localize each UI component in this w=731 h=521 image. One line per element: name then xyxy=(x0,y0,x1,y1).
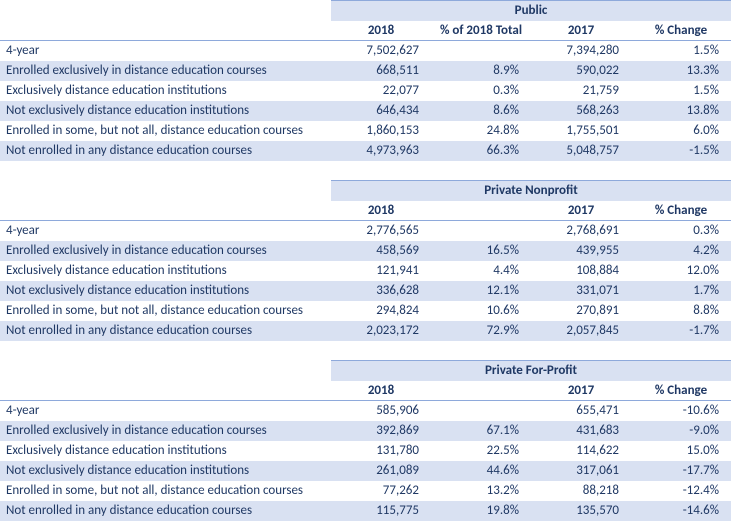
row-label: Exclusively distance education instituti… xyxy=(0,441,331,461)
table-row: Enrolled exclusively in distance educati… xyxy=(0,421,731,441)
row-label: Enrolled in some, but not all, distance … xyxy=(0,481,331,501)
col-2017: 2017 xyxy=(531,381,631,401)
row-label: Not exclusively distance education insti… xyxy=(0,281,331,301)
col-pctchg: % Change xyxy=(631,381,731,401)
table-row: Exclusively distance education instituti… xyxy=(0,261,731,281)
table-row: Not enrolled in any distance education c… xyxy=(0,321,731,341)
row-label: Not enrolled in any distance education c… xyxy=(0,501,331,521)
row-label: Exclusively distance education instituti… xyxy=(0,261,331,281)
table-row: Enrolled exclusively in distance educati… xyxy=(0,61,731,81)
enrollment-table: Public 2018 % of 2018 Total 2017 % Chang… xyxy=(0,0,731,521)
row-label: Enrolled exclusively in distance educati… xyxy=(0,241,331,261)
row-label: Exclusively distance education instituti… xyxy=(0,81,331,101)
row-label: 4-year xyxy=(0,221,331,241)
col-pctchg: % Change xyxy=(631,201,731,221)
col-2018: 2018 xyxy=(331,21,431,41)
section-header-public: Public xyxy=(0,1,731,21)
table-row: Enrolled in some, but not all, distance … xyxy=(0,121,731,141)
row-label: Not exclusively distance education insti… xyxy=(0,461,331,481)
table-row: Not exclusively distance education insti… xyxy=(0,461,731,481)
table-row: Enrolled in some, but not all, distance … xyxy=(0,301,731,321)
table-row: 4-year 2,776,565 2,768,691 0.3% xyxy=(0,221,731,241)
section-header-privfp: Private For-Profit xyxy=(0,361,731,381)
col-pctchg: % Change xyxy=(631,21,731,41)
section-title-public: Public xyxy=(331,1,731,21)
table-row: Enrolled exclusively in distance educati… xyxy=(0,241,731,261)
table-row: Not enrolled in any distance education c… xyxy=(0,141,731,161)
row-label: 4-year xyxy=(0,41,331,61)
table-row: Not enrolled in any distance education c… xyxy=(0,501,731,521)
table-row: Not exclusively distance education insti… xyxy=(0,281,731,301)
col-2018: 2018 xyxy=(331,381,431,401)
section-header-privnp: Private Nonprofit xyxy=(0,181,731,201)
row-label: Not enrolled in any distance education c… xyxy=(0,321,331,341)
table-row: Not exclusively distance education insti… xyxy=(0,101,731,121)
row-label: 4-year xyxy=(0,401,331,421)
row-label: Enrolled exclusively in distance educati… xyxy=(0,421,331,441)
row-label: Enrolled in some, but not all, distance … xyxy=(0,301,331,321)
col-pct2018 xyxy=(431,381,531,401)
spacer-row xyxy=(0,161,731,181)
section-title-privnp: Private Nonprofit xyxy=(331,181,731,201)
table-row: Exclusively distance education instituti… xyxy=(0,81,731,101)
row-label: Not enrolled in any distance education c… xyxy=(0,141,331,161)
col-2017: 2017 xyxy=(531,21,631,41)
row-label: Not exclusively distance education insti… xyxy=(0,101,331,121)
col-pct2018: % of 2018 Total xyxy=(431,21,531,41)
table-row: 4-year 7,502,627 7,394,280 1.5% xyxy=(0,41,731,61)
table-row: Enrolled in some, but not all, distance … xyxy=(0,481,731,501)
table-row: Exclusively distance education instituti… xyxy=(0,441,731,461)
row-label: Enrolled in some, but not all, distance … xyxy=(0,121,331,141)
column-headers-privnp: 2018 2017 % Change xyxy=(0,201,731,221)
col-pct2018 xyxy=(431,201,531,221)
column-headers-privfp: 2018 2017 % Change xyxy=(0,381,731,401)
table-row: 4-year 585,906 655,471 -10.6% xyxy=(0,401,731,421)
col-2017: 2017 xyxy=(531,201,631,221)
row-label: Enrolled exclusively in distance educati… xyxy=(0,61,331,81)
column-headers-public: 2018 % of 2018 Total 2017 % Change xyxy=(0,21,731,41)
spacer-row xyxy=(0,341,731,361)
section-title-privfp: Private For-Profit xyxy=(331,361,731,381)
col-2018: 2018 xyxy=(331,201,431,221)
